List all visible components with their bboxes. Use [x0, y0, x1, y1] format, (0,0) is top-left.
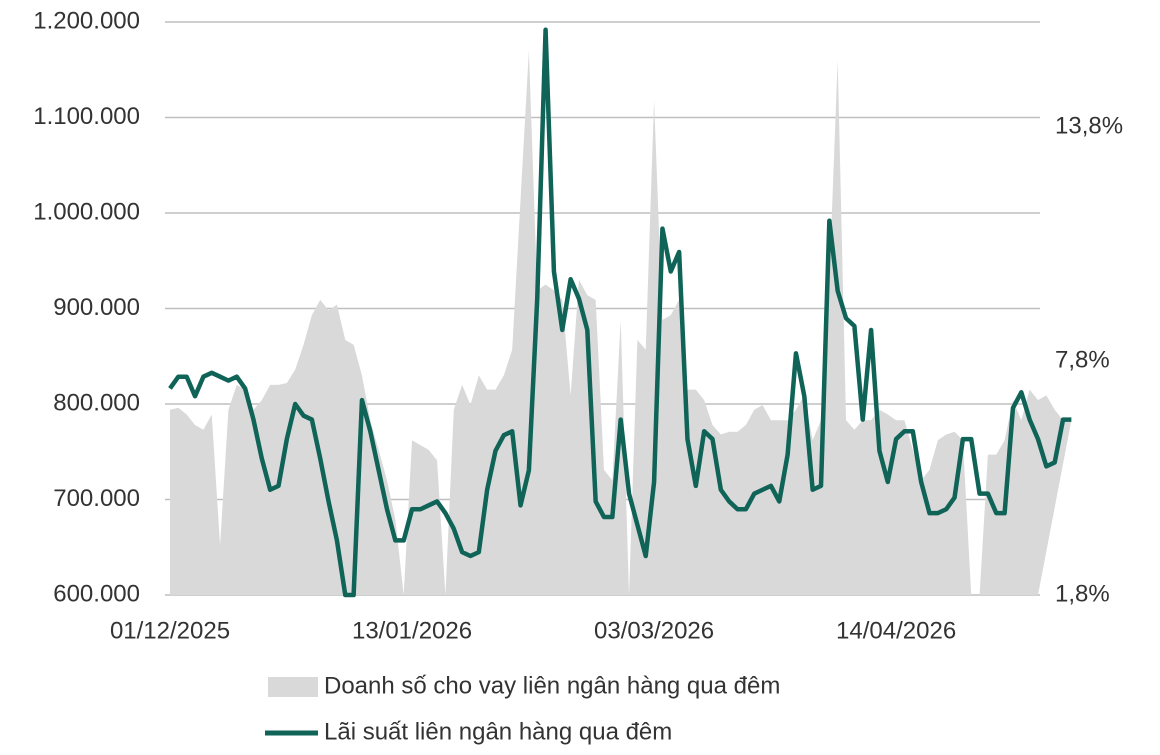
y-tick-label: 1.200.000: [33, 7, 140, 34]
y2-tick-label: 7,8%: [1055, 346, 1110, 373]
legend-label: Lãi suất liên ngân hàng qua đêm: [324, 718, 672, 745]
legend-label: Doanh số cho vay liên ngân hàng qua đêm: [324, 672, 780, 699]
legend-swatch: [268, 677, 318, 697]
y-tick-label: 800.000: [53, 389, 140, 416]
x-tick-label: 03/03/2026: [594, 617, 714, 644]
x-tick-label: 14/04/2026: [836, 617, 956, 644]
y-tick-label: 1.000.000: [33, 198, 140, 225]
y-tick-label: 600.000: [53, 580, 140, 607]
area: [170, 50, 1072, 595]
y2-tick-label: 13,8%: [1055, 113, 1123, 140]
y2-tick-label: 1,8%: [1055, 580, 1110, 607]
y-tick-label: 1.100.000: [33, 103, 140, 130]
y-tick-label: 700.000: [53, 485, 140, 512]
x-tick-label: 01/12/2025: [110, 617, 230, 644]
y-tick-label: 900.000: [53, 294, 140, 321]
line: [168, 27, 1072, 598]
x-tick-label: 13/01/2026: [352, 617, 472, 644]
